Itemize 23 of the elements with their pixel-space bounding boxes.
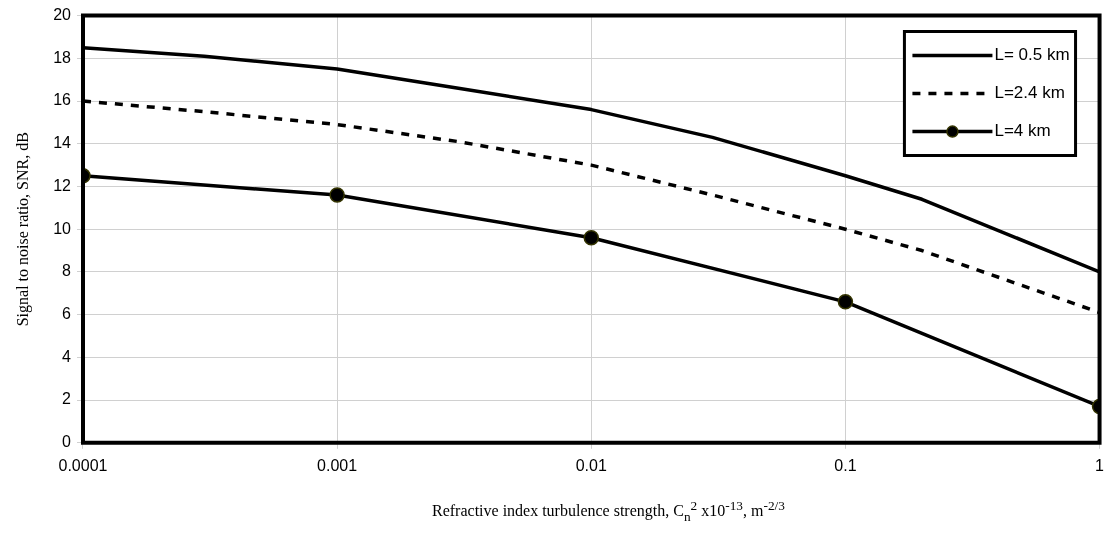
y-tick-label: 14 (53, 134, 72, 152)
y-tick-label: 8 (62, 262, 72, 280)
x-tick-label: 1 (1095, 456, 1105, 474)
y-tick-label: 20 (53, 6, 72, 24)
x-tick-label: 0.0001 (58, 456, 108, 474)
legend-label: L=4 km (994, 121, 1051, 141)
x-tick-label: 0.01 (575, 456, 607, 474)
y-tick-label: 10 (53, 219, 72, 237)
y-axis-title: Signal to noise ratio, SNR, dB (13, 132, 32, 327)
y-tick-label: 2 (62, 390, 72, 408)
y-tick-label: 18 (53, 48, 72, 66)
x-tick-label: 0.1 (834, 456, 857, 474)
y-tick-label: 0 (62, 433, 72, 451)
point (837, 294, 854, 310)
x-tick-label: 0.001 (317, 456, 358, 474)
legend-label: L=2.4 km (994, 83, 1065, 103)
y-tick-label: 6 (62, 305, 72, 323)
legend-label: L= 0.5 km (994, 45, 1070, 65)
y-tick-label: 16 (53, 91, 72, 109)
point (583, 229, 600, 246)
y-tick-label: 12 (53, 176, 72, 194)
x-axis-title: Refractive index turbulence strength, C$_{n}$$^{2}$ x10$^{-13}$, m$^{-2/3}$ (431, 498, 786, 525)
y-tick-label: 4 (62, 347, 72, 365)
